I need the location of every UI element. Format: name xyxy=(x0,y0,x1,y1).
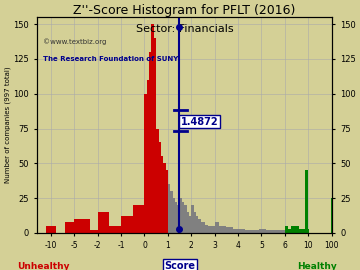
Bar xyxy=(166,170,168,233)
Bar xyxy=(74,219,90,233)
Bar xyxy=(154,38,156,233)
Bar xyxy=(212,226,215,233)
Bar xyxy=(149,52,152,233)
Bar xyxy=(186,212,189,233)
Text: Sector: Financials: Sector: Financials xyxy=(136,24,233,34)
Bar xyxy=(121,216,133,233)
Bar xyxy=(168,184,170,233)
Bar xyxy=(109,226,121,233)
Bar xyxy=(177,205,180,233)
Bar xyxy=(300,229,305,233)
Bar xyxy=(172,198,175,233)
Bar xyxy=(245,230,252,233)
Bar xyxy=(182,202,184,233)
Bar xyxy=(238,229,245,233)
Bar xyxy=(233,229,238,233)
Bar xyxy=(219,226,226,233)
Bar xyxy=(198,219,201,233)
Bar xyxy=(252,230,259,233)
Bar xyxy=(156,129,158,233)
Bar xyxy=(291,226,294,233)
Bar xyxy=(203,222,205,233)
Bar xyxy=(201,222,203,233)
Bar xyxy=(259,229,266,233)
Bar xyxy=(65,222,74,233)
Text: Score: Score xyxy=(165,261,195,270)
Bar xyxy=(147,80,149,233)
Bar xyxy=(152,24,154,233)
Bar xyxy=(133,205,144,233)
Bar xyxy=(226,227,233,233)
Bar xyxy=(161,156,163,233)
Bar xyxy=(208,226,210,233)
Bar xyxy=(275,230,285,233)
Bar xyxy=(191,205,194,233)
Bar xyxy=(285,226,288,233)
Bar xyxy=(175,202,177,233)
Bar xyxy=(210,226,212,233)
Y-axis label: Number of companies (997 total): Number of companies (997 total) xyxy=(4,67,11,183)
Bar xyxy=(163,163,166,233)
Bar xyxy=(294,226,300,233)
Bar xyxy=(205,225,208,233)
Text: 1.4872: 1.4872 xyxy=(180,117,218,127)
Text: Unhealthy: Unhealthy xyxy=(17,262,69,270)
Title: Z''-Score Histogram for PFLT (2016): Z''-Score Histogram for PFLT (2016) xyxy=(73,4,296,17)
Bar xyxy=(158,143,161,233)
Bar xyxy=(180,198,182,233)
Bar xyxy=(46,226,55,233)
Bar xyxy=(194,212,196,233)
Bar xyxy=(90,230,98,233)
Bar xyxy=(215,222,219,233)
Bar xyxy=(184,205,186,233)
Bar xyxy=(98,212,109,233)
Bar xyxy=(266,230,275,233)
Bar xyxy=(196,216,198,233)
Bar xyxy=(189,216,191,233)
Text: ©www.textbiz.org: ©www.textbiz.org xyxy=(43,39,106,45)
Bar xyxy=(288,229,291,233)
Text: Healthy: Healthy xyxy=(297,262,337,270)
Bar xyxy=(170,191,172,233)
Bar xyxy=(144,94,147,233)
Bar xyxy=(305,170,309,233)
Text: The Research Foundation of SUNY: The Research Foundation of SUNY xyxy=(43,56,178,62)
